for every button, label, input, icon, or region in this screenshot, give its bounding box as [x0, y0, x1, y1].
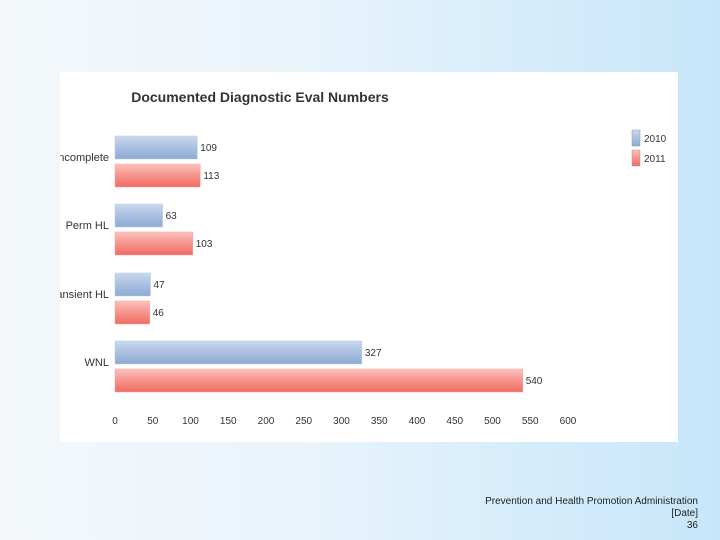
- footer-page-number: 36: [686, 520, 698, 531]
- x-tick-label-100: 100: [182, 416, 199, 427]
- x-tick-label-300: 300: [333, 416, 350, 427]
- value-label-2010-wnl: 327: [365, 348, 382, 359]
- x-tick-label-400: 400: [409, 416, 426, 427]
- value-label-2010-incomplete: 109: [200, 143, 217, 154]
- bar-chart: Documented Diagnostic Eval Numbers Incom…: [60, 89, 667, 427]
- x-tick-label-350: 350: [371, 416, 388, 427]
- legend-swatch-2011: [631, 149, 641, 167]
- legend-label-2010: 2010: [644, 134, 667, 145]
- bar-2010-perm-hl: [114, 203, 163, 228]
- x-tick-label-50: 50: [147, 416, 159, 427]
- bar-2011-wnl: [114, 368, 523, 393]
- value-label-2010-transient-hl: 47: [153, 280, 165, 291]
- bar-2011-incomplete: [114, 163, 201, 188]
- value-label-2011-incomplete: 113: [203, 171, 219, 182]
- x-tick-label-500: 500: [484, 416, 501, 427]
- x-tick-label-600: 600: [560, 416, 577, 427]
- value-label-2011-transient-hl: 46: [153, 308, 165, 319]
- category-label-perm-hl: Perm HL: [66, 220, 109, 232]
- category-label-incomplete: Incomplete: [60, 152, 109, 164]
- x-tick-label-550: 550: [522, 416, 539, 427]
- x-tick-label-200: 200: [258, 416, 275, 427]
- footer-date: [Date]: [671, 508, 698, 519]
- x-tick-label-450: 450: [446, 416, 463, 427]
- bar-2011-transient-hl: [114, 300, 150, 325]
- footer-organization: Prevention and Health Promotion Administ…: [485, 496, 698, 507]
- bar-2010-wnl: [114, 340, 363, 365]
- value-label-2011-wnl: 540: [526, 376, 543, 387]
- category-label-wnl: WNL: [85, 357, 109, 369]
- chart-title: Documented Diagnostic Eval Numbers: [131, 89, 389, 105]
- x-tick-label-250: 250: [295, 416, 312, 427]
- value-label-2010-perm-hl: 63: [166, 211, 178, 222]
- x-tick-label-150: 150: [220, 416, 237, 427]
- category-label-transient-hl: Transient HL: [60, 289, 109, 301]
- value-label-2011-perm-hl: 103: [196, 239, 213, 250]
- x-tick-label-0: 0: [112, 416, 118, 427]
- legend-swatch-2010: [631, 129, 641, 147]
- bar-2010-transient-hl: [114, 272, 151, 297]
- legend-label-2011: 2011: [644, 154, 666, 165]
- bar-2011-perm-hl: [114, 231, 194, 256]
- bar-2010-incomplete: [114, 135, 198, 160]
- chart-panel: Documented Diagnostic Eval Numbers Incom…: [60, 72, 678, 442]
